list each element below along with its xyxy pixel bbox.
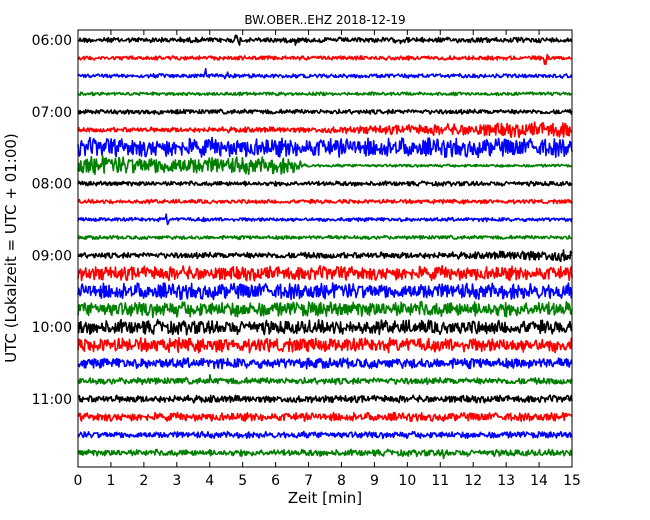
trace-0900: [77, 249, 573, 263]
trace-1130: [77, 430, 573, 440]
y-tick-label: 06:00: [32, 33, 72, 49]
trace-1045: [77, 373, 573, 386]
x-tick-label: 8: [337, 473, 346, 489]
trace-0800: [77, 180, 573, 187]
y-axis-label: UTC (Lokalzeit = UTC + 01:00): [2, 133, 20, 363]
x-tick-label: 9: [370, 473, 379, 489]
trace-0615: [77, 53, 573, 66]
x-tick-label: 12: [464, 473, 482, 489]
x-tick-label: 0: [74, 473, 83, 489]
x-tick-label: 1: [106, 473, 115, 489]
trace-1000: [77, 318, 573, 336]
x-tick-label: 7: [304, 473, 313, 489]
x-tick-label: 11: [431, 473, 449, 489]
x-tick-label: 13: [497, 473, 515, 489]
trace-1100: [77, 394, 573, 404]
x-tick-label: 15: [563, 473, 581, 489]
trace-0945: [77, 300, 573, 319]
trace-0930: [77, 282, 573, 301]
trace-1115: [77, 411, 573, 423]
y-tick-label: 11:00: [32, 392, 72, 408]
x-axis-label: Zeit [min]: [288, 489, 362, 507]
traces-group: [77, 34, 573, 460]
trace-1030: [77, 357, 573, 370]
trace-0630: [77, 67, 573, 80]
trace-0730: [77, 136, 573, 159]
x-tick-label: 4: [205, 473, 214, 489]
trace-0845: [77, 234, 573, 241]
y-tick-label: 10:00: [32, 320, 72, 336]
trace-0600: [77, 34, 573, 46]
trace-1015: [77, 337, 573, 354]
y-tick-label: 07:00: [32, 105, 72, 121]
x-axis: 0 1 2 3 4 5 6 7 8 9 10 11 12 13 14 15: [74, 30, 581, 489]
trace-1145: [77, 448, 573, 460]
x-tick-label: 10: [398, 473, 416, 489]
trace-0915: [77, 264, 573, 282]
y-axis: 06:00 07:00 08:00 09:00 10:00 11:00: [32, 33, 572, 408]
trace-0745: [77, 155, 573, 176]
y-tick-label: 09:00: [32, 248, 72, 264]
x-tick-label: 2: [139, 473, 148, 489]
trace-0715: [77, 121, 573, 139]
x-tick-label: 5: [238, 473, 247, 489]
trace-0645: [77, 91, 573, 97]
trace-0815: [77, 198, 573, 205]
chart-title: BW.OBER..EHZ 2018-12-19: [244, 13, 405, 27]
x-tick-label: 14: [530, 473, 548, 489]
x-tick-label: 6: [271, 473, 280, 489]
trace-0700: [77, 108, 573, 116]
plot-frame: [77, 29, 573, 468]
y-tick-label: 08:00: [32, 177, 72, 193]
trace-0830: [77, 213, 573, 226]
x-tick-label: 3: [172, 473, 181, 489]
